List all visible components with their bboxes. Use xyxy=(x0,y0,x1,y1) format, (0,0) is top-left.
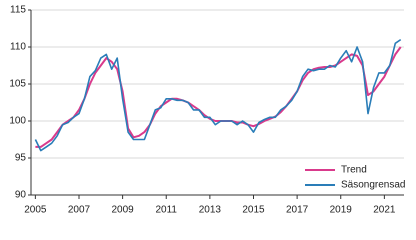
y-tick-label: 100 xyxy=(9,116,26,127)
legend-label: Trend xyxy=(341,165,367,176)
legend-label: Säsongrensad xyxy=(341,180,406,191)
x-tick-label: 2015 xyxy=(242,205,265,216)
y-tick-label: 110 xyxy=(10,42,26,53)
series-line xyxy=(35,46,402,148)
x-tick-label: 2017 xyxy=(286,205,309,216)
x-tick-label: 2021 xyxy=(373,205,396,216)
y-tick-label: 95 xyxy=(15,153,27,164)
y-tick-label: 105 xyxy=(9,79,26,90)
y-tick-label: 115 xyxy=(10,5,26,16)
x-tick-label: 2011 xyxy=(155,205,177,216)
series-line xyxy=(34,38,402,152)
x-tick-label: 2013 xyxy=(199,205,222,216)
x-tick-label: 2005 xyxy=(24,205,47,216)
chart: 90 95 100 105 110 115 2005 2007 2009 2011 2013 2015… xyxy=(9,5,406,216)
x-tick-label: 2009 xyxy=(111,205,134,216)
y-tick-label: 90 xyxy=(15,190,27,201)
x-tick-label: 2007 xyxy=(68,205,91,216)
x-tick-label: 2019 xyxy=(330,205,353,216)
